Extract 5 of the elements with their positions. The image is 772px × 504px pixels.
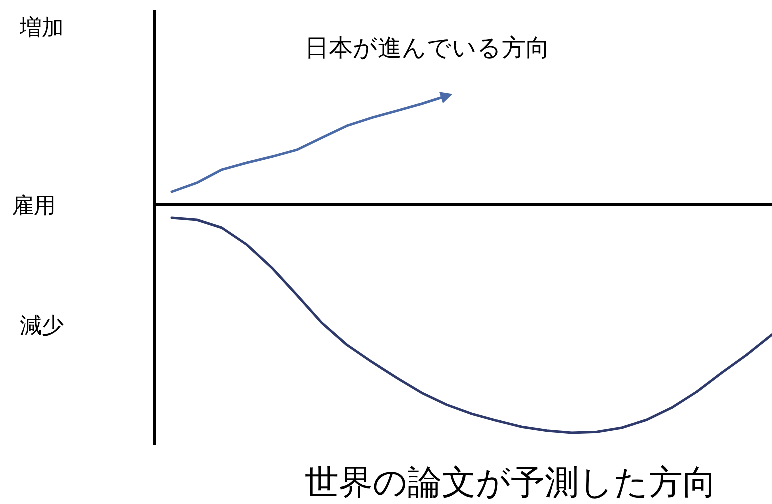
series-label: 世界の論文が予測した方向	[305, 463, 717, 503]
text: 増加	[19, 16, 64, 41]
text: 減少	[20, 314, 64, 339]
y-axis-title: 雇用	[12, 194, 56, 219]
series-label: 日本が進んでいる方向	[305, 34, 550, 62]
